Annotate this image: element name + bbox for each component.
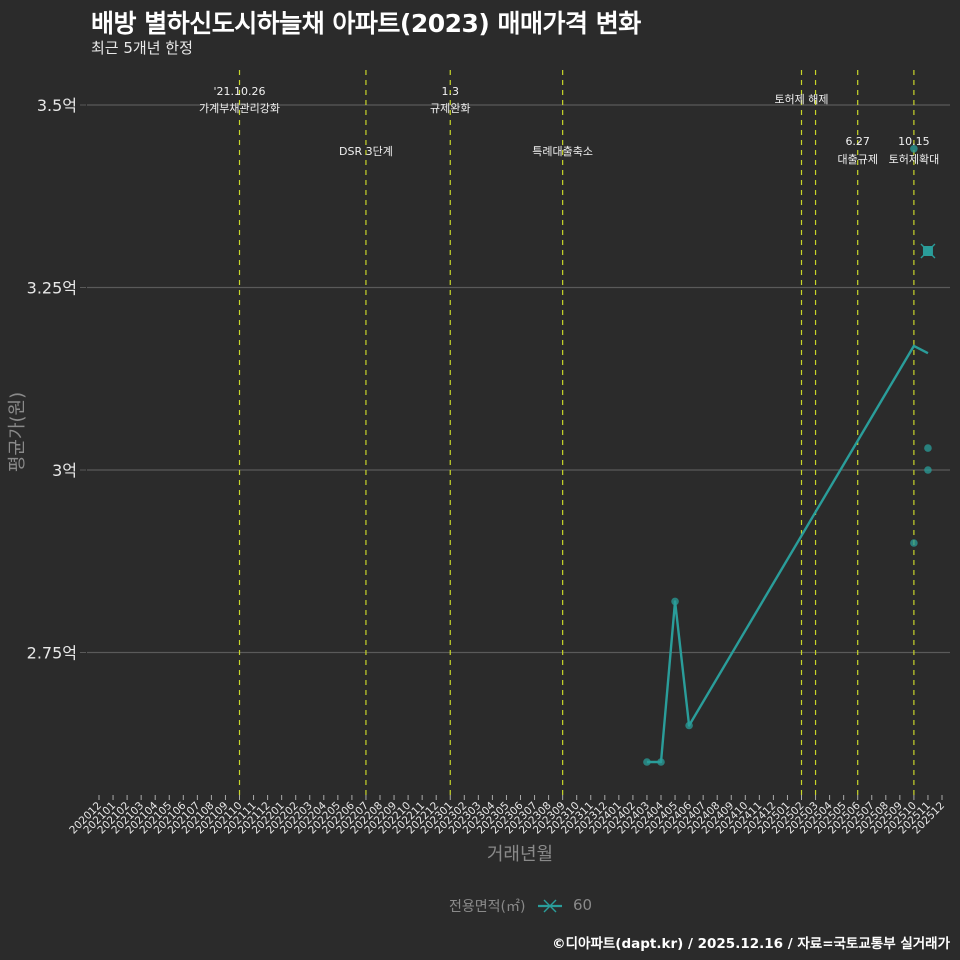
event-annotation: 대출규제	[837, 153, 877, 166]
trade-point	[685, 721, 693, 730]
legend-label: 60	[573, 896, 593, 914]
y-axis-label: 평균가(원)	[7, 392, 28, 472]
y-tick-label: 3.5억	[37, 96, 77, 115]
event-annotation: '21.10.26	[213, 85, 265, 98]
y-tick-label: 3.25억	[27, 279, 77, 298]
trade-point	[643, 758, 651, 766]
event-annotation: 규제완화	[430, 102, 470, 115]
event-annotation: DSR 3단계	[339, 145, 393, 158]
event-annotation: 토허제확대	[889, 153, 940, 166]
event-annotation: 6.27	[845, 135, 870, 148]
event-annotation: 1.3	[442, 85, 460, 98]
event-annotation: 10.15	[898, 135, 930, 148]
y-tick-label: 2.75억	[27, 644, 77, 663]
trade-point	[924, 466, 932, 474]
legend-title: 전용면적(㎡)	[449, 899, 526, 915]
y-tick-label: 3억	[52, 461, 77, 480]
trade-point	[657, 758, 665, 766]
source-footer: ©디아파트(dapt.kr) / 2025.12.16 / 자료=국토교통부 실…	[552, 936, 950, 952]
trade-point	[910, 539, 918, 547]
price-line	[646, 344, 929, 764]
legend-key-x-icon	[538, 899, 562, 913]
chart-subtitle: 최근 5개년 한정	[91, 39, 193, 57]
trade-point	[671, 597, 679, 606]
event-annotation: 토허제 해제	[774, 92, 828, 106]
trade-point	[910, 145, 918, 153]
event-annotation: 특례대출축소	[532, 145, 593, 158]
x-axis-label: 거래년월	[487, 844, 553, 865]
trade-point	[924, 444, 932, 452]
event-annotation: 가계부채관리강화	[199, 102, 280, 115]
chart-title: 배방 별하신도시하늘채 아파트(2023) 매매가격 변화	[91, 9, 641, 38]
